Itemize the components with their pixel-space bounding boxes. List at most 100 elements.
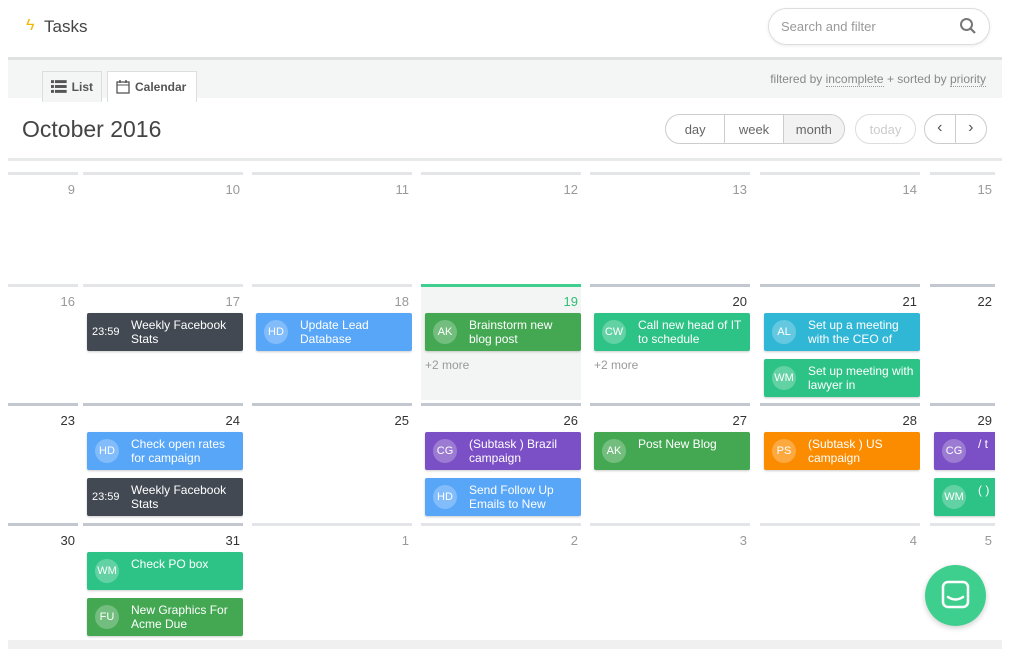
task-event[interactable]: CG / t bbox=[934, 432, 995, 470]
day-cell[interactable]: 25 bbox=[252, 403, 412, 520]
task-event[interactable]: AK Brainstorm new blog post bbox=[425, 313, 581, 351]
task-event[interactable]: WM Check PO box bbox=[87, 552, 243, 590]
day-number: 24 bbox=[225, 413, 240, 428]
task-title: Check PO box bbox=[131, 557, 209, 571]
day-cell[interactable]: 27 AK Post New Blog bbox=[590, 403, 750, 520]
more-link[interactable]: +2 more bbox=[425, 358, 470, 372]
prev-button[interactable]: ‹ bbox=[925, 115, 956, 143]
day-cell[interactable]: 4 bbox=[760, 523, 920, 640]
day-cell[interactable]: 11 bbox=[252, 172, 412, 280]
avatar: WM bbox=[942, 485, 966, 509]
day-cell[interactable]: 10 bbox=[83, 172, 243, 280]
tab-label: List bbox=[71, 80, 93, 94]
task-title: Weekly Facebook Stats bbox=[131, 318, 227, 346]
day-number: 2 bbox=[570, 533, 578, 548]
sort-link[interactable]: priority bbox=[949, 72, 986, 87]
task-event[interactable]: HD Check open rates for campaign bbox=[87, 432, 243, 470]
day-number: 14 bbox=[902, 182, 917, 197]
view-switcher: day week month bbox=[665, 114, 845, 144]
day-cell[interactable]: 12 bbox=[421, 172, 581, 280]
day-top-border bbox=[930, 523, 995, 526]
task-event[interactable]: WM Set up meeting with lawyer in bbox=[764, 359, 920, 397]
day-cell[interactable]: 29 CG / t WM ( ) bbox=[930, 403, 995, 520]
day-cell[interactable]: 22 bbox=[930, 284, 995, 400]
day-cell[interactable]: 18 HD Update Lead Database bbox=[252, 284, 412, 400]
task-event[interactable]: WM ( ) bbox=[934, 478, 995, 516]
day-cell[interactable]: 24 HD Check open rates for campaign 23:59 We… bbox=[83, 403, 243, 520]
day-cell[interactable]: 26 CG (Subtask ) Brazil campaign HD Send Fol… bbox=[421, 403, 581, 520]
filter-summary: filtered by incomplete + sorted by prior… bbox=[770, 72, 986, 87]
day-top-border bbox=[930, 172, 995, 175]
today-button[interactable]: today bbox=[869, 122, 902, 137]
day-number: 25 bbox=[394, 413, 409, 428]
day-top-border bbox=[421, 523, 581, 526]
task-title: Call new head of IT to schedule bbox=[638, 318, 742, 346]
day-top-border bbox=[8, 523, 78, 526]
search-input[interactable] bbox=[781, 19, 951, 34]
day-number: 20 bbox=[732, 294, 747, 309]
task-title: Brainstorm new blog post bbox=[469, 318, 553, 346]
day-top-border bbox=[590, 403, 750, 406]
tab-calendar[interactable]: Calendar bbox=[107, 71, 197, 102]
day-cell[interactable]: 16 bbox=[8, 284, 78, 400]
day-cell[interactable]: 9 bbox=[8, 172, 78, 280]
task-title: ( ) bbox=[978, 483, 990, 497]
day-cell[interactable]: 30 bbox=[8, 523, 78, 640]
day-number: 29 bbox=[977, 413, 992, 428]
week-view-button[interactable]: week bbox=[725, 115, 784, 143]
day-top-border bbox=[83, 523, 243, 526]
day-cell[interactable]: 28 PS (Subtask ) US campaign bbox=[760, 403, 920, 520]
task-event[interactable]: AK Post New Blog bbox=[594, 432, 750, 470]
day-cell[interactable]: 23 bbox=[8, 403, 78, 520]
more-link[interactable]: +2 more bbox=[594, 358, 639, 372]
next-button[interactable]: › bbox=[956, 115, 986, 143]
search-box[interactable] bbox=[768, 8, 990, 45]
day-cell[interactable]: 15 bbox=[930, 172, 995, 280]
day-cell[interactable]: 3 bbox=[590, 523, 750, 640]
day-top-border bbox=[590, 523, 750, 526]
task-event[interactable]: AL Set up a meeting with the CEO of bbox=[764, 313, 920, 351]
nav-buttons: ‹ › bbox=[924, 114, 987, 144]
avatar: CG bbox=[942, 439, 966, 463]
task-title: Update Lead Database bbox=[300, 318, 369, 346]
day-cell[interactable]: 19 AK Brainstorm new blog post +2 more bbox=[421, 284, 581, 400]
avatar: AL bbox=[772, 320, 796, 344]
task-event[interactable]: 23:59 Weekly Facebook Stats bbox=[87, 313, 243, 351]
day-cell[interactable]: 31 WM Check PO box FU New Graphics For Acme … bbox=[83, 523, 243, 640]
avatar: AK bbox=[602, 439, 626, 463]
day-cell[interactable]: 5 bbox=[930, 523, 995, 640]
app-title: Tasks bbox=[44, 17, 88, 36]
avatar: AK bbox=[433, 320, 457, 344]
day-cell[interactable]: 1 bbox=[252, 523, 412, 640]
day-cell[interactable]: 2 bbox=[421, 523, 581, 640]
chat-icon bbox=[941, 580, 970, 609]
chat-button[interactable] bbox=[925, 565, 986, 626]
day-view-button[interactable]: day bbox=[666, 115, 726, 143]
month-view-button[interactable]: month bbox=[783, 115, 844, 143]
day-top-border bbox=[760, 403, 920, 406]
task-title: Send Follow Up Emails to New bbox=[469, 483, 554, 511]
day-top-border bbox=[590, 172, 750, 175]
day-cell[interactable]: 21 AL Set up a meeting with the CEO of WM Se… bbox=[760, 284, 920, 400]
search-icon[interactable] bbox=[959, 17, 977, 35]
day-cell[interactable]: 17 23:59 Weekly Facebook Stats bbox=[83, 284, 243, 400]
task-event[interactable]: PS (Subtask ) US campaign bbox=[764, 432, 920, 470]
day-top-border bbox=[590, 284, 750, 287]
day-cell[interactable]: 20 CW Call new head of IT to schedule +2 mo… bbox=[590, 284, 750, 400]
day-cell[interactable]: 14 bbox=[760, 172, 920, 280]
task-title: Weekly Facebook Stats bbox=[131, 483, 227, 511]
day-top-border bbox=[252, 172, 412, 175]
task-event[interactable]: CG (Subtask ) Brazil campaign bbox=[425, 432, 581, 470]
month-title: October 2016 bbox=[22, 116, 162, 142]
day-cell[interactable]: 13 bbox=[590, 172, 750, 280]
day-top-border bbox=[252, 284, 412, 287]
task-event[interactable]: HD Update Lead Database bbox=[256, 313, 412, 351]
task-event[interactable]: 23:59 Weekly Facebook Stats bbox=[87, 478, 243, 516]
task-event[interactable]: FU New Graphics For Acme Due bbox=[87, 598, 243, 636]
task-event[interactable]: CW Call new head of IT to schedule bbox=[594, 313, 750, 351]
task-event[interactable]: HD Send Follow Up Emails to New bbox=[425, 478, 581, 516]
tab-list[interactable]: List bbox=[42, 71, 102, 102]
chevron-right-icon: › bbox=[968, 119, 974, 136]
filter-link[interactable]: incomplete bbox=[825, 72, 884, 87]
day-top-border bbox=[421, 403, 581, 406]
